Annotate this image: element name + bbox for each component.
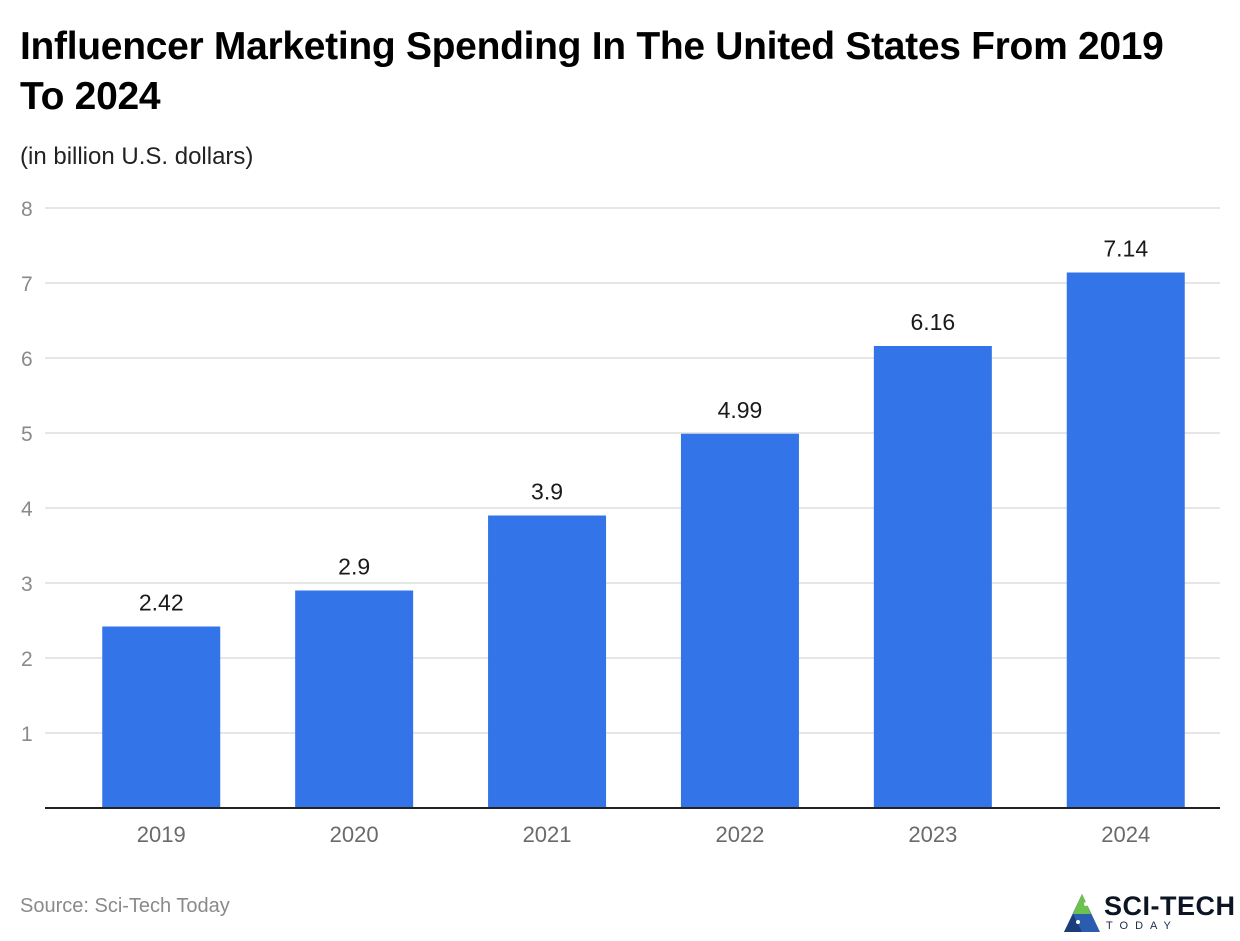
y-tick-label: 7 — [21, 273, 33, 296]
bars — [102, 272, 1185, 808]
data-label-2023: 6.16 — [910, 309, 955, 335]
y-tick-label: 1 — [21, 723, 33, 746]
bar-2023 — [873, 346, 992, 808]
bar-2024 — [1066, 272, 1185, 808]
bar-2020 — [295, 590, 414, 808]
x-tick-label-2024: 2024 — [1101, 822, 1150, 847]
y-tick-label: 8 — [21, 198, 33, 221]
chart-subtitle: (in billion U.S. dollars) — [20, 143, 254, 170]
bar-chart: 1 2 3 4 5 6 7 8 2.42 2.9 3.9 4.99 6.16 7.14 2019 2020… — [21, 198, 1220, 847]
data-labels: 2.42 2.9 3.9 4.99 6.16 7.14 — [139, 236, 1148, 616]
logo-mark-icon — [1064, 894, 1100, 932]
data-label-2024: 7.14 — [1103, 236, 1148, 262]
data-label-2021: 3.9 — [531, 479, 563, 505]
y-tick-label: 4 — [21, 498, 33, 521]
data-label-2022: 4.99 — [718, 397, 763, 423]
source-note: Source: Sci-Tech Today — [20, 895, 230, 917]
y-tick-label: 5 — [21, 423, 33, 446]
data-label-2020: 2.9 — [338, 554, 370, 580]
x-tick-label-2019: 2019 — [137, 822, 186, 847]
x-tick-label-2020: 2020 — [330, 822, 379, 847]
y-tick-label: 6 — [21, 348, 33, 371]
x-tick-label-2023: 2023 — [908, 822, 957, 847]
bar-2022 — [680, 433, 799, 808]
chart-title: Influencer Marketing Spending In The Uni… — [20, 25, 1164, 118]
data-label-2019: 2.42 — [139, 590, 184, 616]
x-axis-ticks: 2019 2020 2021 2022 2023 2024 — [137, 822, 1150, 847]
logo-tagline: TODAY — [1106, 920, 1178, 932]
bar-2021 — [488, 515, 607, 808]
x-tick-label-2022: 2022 — [715, 822, 764, 847]
sci-tech-today-logo: SCI-TECH TODAY — [1062, 890, 1238, 936]
y-tick-label: 3 — [21, 573, 33, 596]
logo-wordmark: SCI-TECH — [1104, 891, 1236, 921]
y-tick-label: 2 — [21, 648, 33, 671]
gridlines — [45, 207, 1220, 734]
bar-2019 — [102, 626, 221, 808]
y-axis-ticks: 1 2 3 4 5 6 7 8 — [21, 198, 33, 746]
x-tick-label-2021: 2021 — [523, 822, 572, 847]
